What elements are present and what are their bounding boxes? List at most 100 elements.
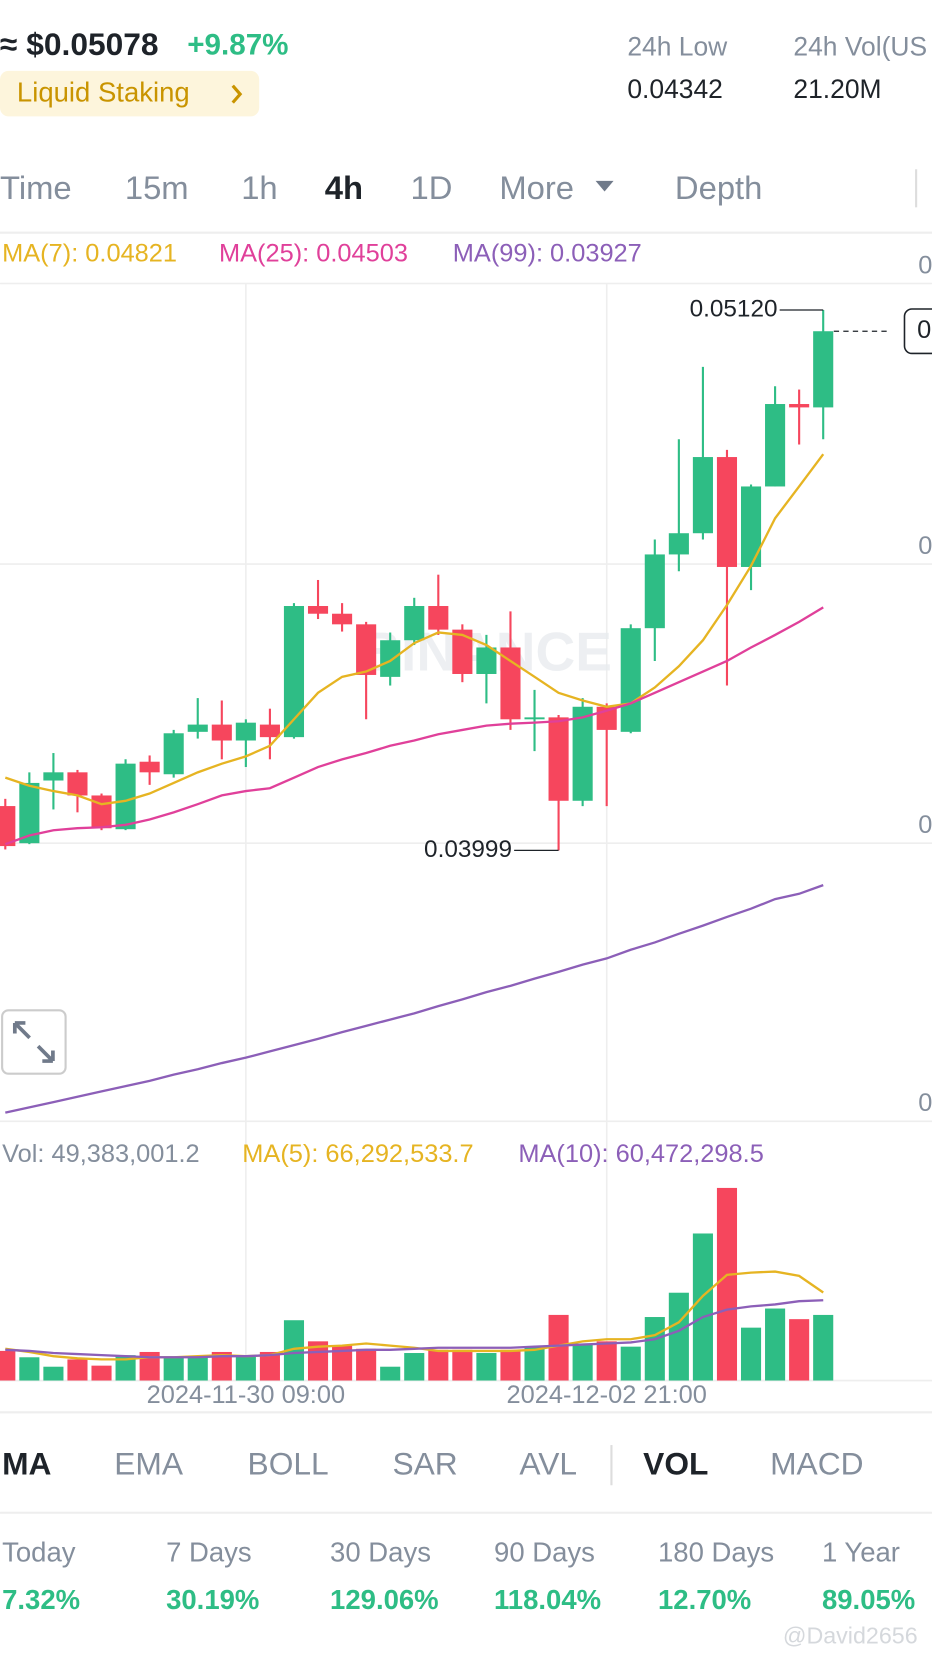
y-tick-label: 0 [918, 251, 932, 279]
volume-bar [716, 1187, 738, 1381]
candle-body [163, 733, 184, 775]
tab[interactable]: 4h [325, 169, 363, 206]
volume-bar [380, 1366, 401, 1381]
tab[interactable]: 15m [125, 169, 189, 206]
volume-bar [0, 1350, 16, 1381]
price: ≈ $0.05078 [0, 26, 159, 62]
vol-legend: Vol: 49,383,001.2 [2, 1140, 200, 1168]
expand-button[interactable] [1, 1009, 67, 1075]
dropdown-arrow [595, 180, 614, 192]
candle-body [19, 782, 40, 844]
volume-bar [91, 1365, 112, 1381]
ma-line [4, 453, 825, 806]
ma-legend: MA(7): 0.04821 [2, 240, 177, 268]
candle-body [716, 457, 738, 567]
tab[interactable]: 1D [410, 169, 452, 206]
credit: @David2656 [783, 1623, 918, 1649]
indicator-tab[interactable]: MA [2, 1446, 51, 1482]
expand-icon [12, 1021, 55, 1063]
perf-value: 7.32% [2, 1584, 80, 1615]
perf-label: Today [2, 1536, 76, 1567]
volume-bar [789, 1319, 810, 1381]
candle-body [283, 606, 305, 738]
volume-bar [211, 1351, 232, 1381]
y-tick-label: 0 [918, 1089, 932, 1117]
tab[interactable]: More [499, 169, 574, 206]
volume-bar [596, 1341, 617, 1381]
price-change: +9.87% [187, 28, 288, 61]
current-price-box [903, 308, 932, 355]
volume-bar [139, 1351, 160, 1381]
indicator-tab[interactable]: VOL [643, 1446, 708, 1482]
indicator-tab[interactable]: EMA [114, 1446, 184, 1482]
candle-body [67, 772, 88, 796]
candle-body [187, 724, 208, 732]
volume-bar [572, 1343, 593, 1381]
candle-body [428, 606, 449, 630]
perf-label: 1 Year [822, 1536, 900, 1567]
candle-body [524, 717, 545, 720]
candle-body [0, 806, 16, 847]
indicator-tab[interactable]: SAR [392, 1446, 457, 1482]
perf-label: 180 Days [658, 1536, 774, 1567]
tag-label[interactable]: Liquid Staking [17, 76, 190, 107]
candle-body [789, 404, 810, 408]
volume-bar [19, 1357, 40, 1381]
y-tick-label: 0 [918, 532, 932, 560]
stat-value: 0.04342 [627, 74, 723, 104]
volume-bar [500, 1349, 521, 1381]
tab[interactable]: Depth [675, 169, 762, 206]
low-label: 0.03999 [424, 836, 512, 863]
candle-body [307, 606, 329, 614]
candle-body [380, 640, 401, 677]
candle-body [139, 761, 160, 773]
candle-body [452, 629, 473, 674]
expand-frame [1, 1009, 67, 1075]
volume-bar [187, 1357, 208, 1381]
candle-body [356, 624, 377, 675]
indicator-tab[interactable]: AVL [519, 1446, 577, 1482]
volume-bar [404, 1353, 425, 1381]
vol-ma-legend: MA(5): 66,292,533.7 [242, 1140, 473, 1168]
volume-bar [43, 1366, 64, 1381]
candle-body [115, 763, 136, 830]
volume-bar [813, 1314, 834, 1381]
volume-bar [452, 1349, 473, 1381]
x-tick-label: 2024-12-02 21:00 [507, 1381, 707, 1409]
vol-ma-line [5, 1299, 824, 1359]
perf-value: 129.06% [330, 1584, 439, 1615]
tab[interactable]: Time [0, 169, 72, 206]
perf-value: 30.19% [166, 1584, 259, 1615]
perf-label: 30 Days [330, 1536, 431, 1567]
perf-value: 89.05% [822, 1584, 915, 1615]
candle-body [43, 772, 64, 781]
candle-body [813, 331, 834, 408]
candle-body [644, 554, 665, 629]
vol-ma-legend: MA(10): 60,472,298.5 [518, 1140, 763, 1168]
volume-bar [67, 1359, 88, 1381]
candle-body [404, 606, 425, 641]
volume-bar [765, 1308, 786, 1381]
perf-value: 12.70% [658, 1584, 751, 1615]
volume-bar [283, 1320, 305, 1381]
volume-bar [668, 1292, 689, 1381]
stat-value: 21.20M [793, 74, 881, 104]
perf-label: 7 Days [166, 1536, 252, 1567]
volume-bar [476, 1353, 497, 1381]
candle-body [211, 724, 232, 741]
tag-chip[interactable] [0, 70, 260, 117]
volume-bar [235, 1356, 256, 1381]
current-price-label: 0 [917, 316, 931, 344]
volume-bar [524, 1346, 545, 1381]
candle-body [332, 613, 353, 625]
volume-bar [620, 1346, 641, 1381]
indicator-tab[interactable]: BOLL [248, 1446, 329, 1482]
candle-body [476, 647, 497, 674]
ma-legend: MA(25): 0.04503 [219, 240, 408, 268]
candle-body [548, 717, 569, 801]
tab[interactable]: 1h [241, 169, 277, 206]
perf-label: 90 Days [494, 1536, 595, 1567]
candle-body [572, 706, 593, 801]
indicator-tab[interactable]: MACD [770, 1446, 863, 1482]
